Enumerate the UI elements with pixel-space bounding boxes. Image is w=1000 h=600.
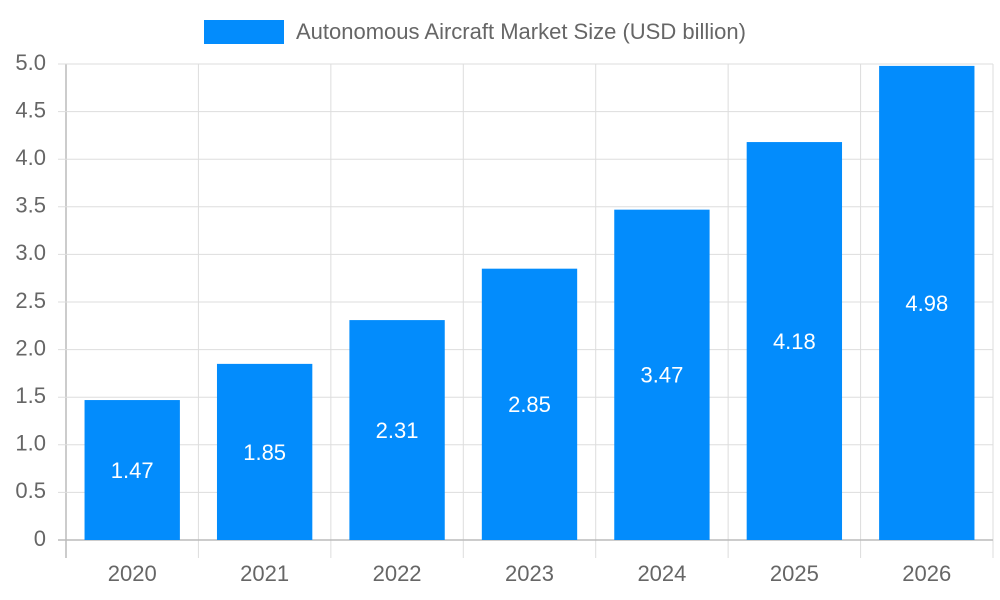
x-tick-label: 2024 — [637, 561, 686, 586]
data-label: 2.31 — [376, 418, 419, 443]
y-tick-label: 0.5 — [15, 478, 46, 503]
y-tick-label: 2.5 — [15, 288, 46, 313]
y-tick-label: 1.0 — [15, 431, 46, 456]
y-tick-label: 3.0 — [15, 240, 46, 265]
y-tick-label: 5.0 — [15, 50, 46, 75]
bar — [216, 363, 313, 540]
bar — [349, 320, 445, 540]
bar — [614, 209, 710, 540]
data-label: 1.47 — [111, 458, 154, 483]
x-tick-label: 2026 — [902, 561, 951, 586]
y-tick-label: 0 — [34, 526, 46, 551]
legend-label: Autonomous Aircraft Market Size (USD bil… — [296, 19, 746, 44]
bar — [481, 268, 578, 540]
data-label: 1.85 — [243, 440, 286, 465]
x-tick-label: 2023 — [505, 561, 554, 586]
data-label: 4.18 — [773, 329, 816, 354]
y-tick-label: 2.0 — [15, 335, 46, 360]
x-tick-label: 2025 — [770, 561, 819, 586]
y-tick-label: 1.5 — [15, 383, 46, 408]
x-tick-label: 2020 — [108, 561, 157, 586]
bar — [84, 400, 180, 540]
y-tick-label: 3.5 — [15, 193, 46, 218]
bar — [879, 65, 975, 541]
data-label: 3.47 — [641, 363, 684, 388]
data-label: 2.85 — [508, 392, 551, 417]
y-tick-label: 4.0 — [15, 145, 46, 170]
x-tick-label: 2022 — [373, 561, 422, 586]
data-label: 4.98 — [905, 291, 948, 316]
bar — [746, 142, 843, 540]
y-tick-label: 4.5 — [15, 97, 46, 122]
x-tick-label: 2021 — [240, 561, 289, 586]
legend-swatch — [204, 20, 284, 44]
